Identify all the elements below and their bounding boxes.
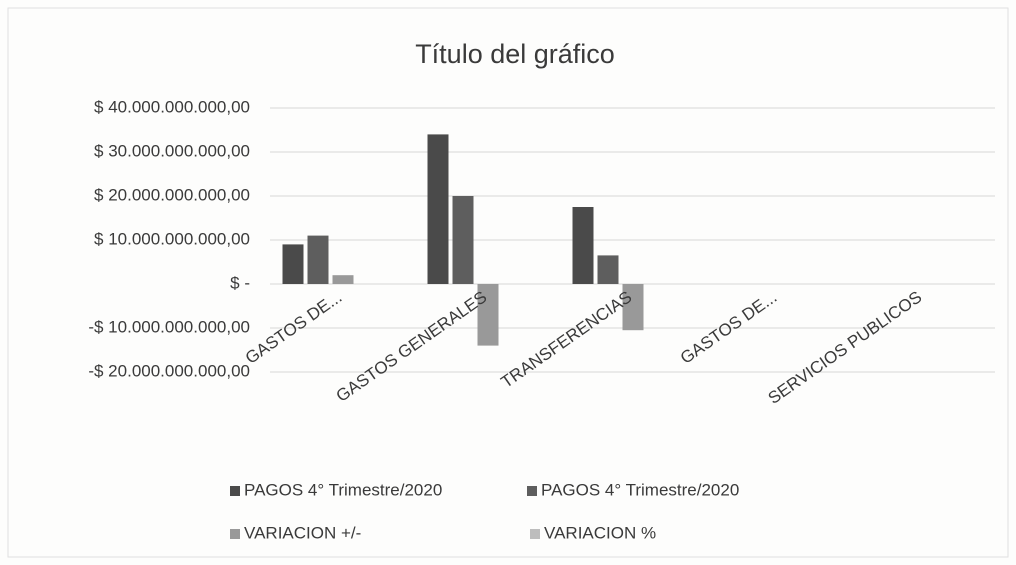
- y-tick-label: $ 30.000.000.000,00: [94, 141, 250, 160]
- y-tick-label: $ 10.000.000.000,00: [94, 229, 250, 248]
- legend-label: PAGOS 4° Trimestre/2020: [541, 480, 739, 499]
- y-tick-label: -$ 10.000.000.000,00: [88, 317, 250, 336]
- bar: [427, 134, 449, 284]
- bar: [452, 196, 474, 284]
- legend-label: VARIACION +/-: [244, 523, 361, 542]
- legend-swatch: [230, 529, 240, 539]
- y-tick-label: $ -: [230, 273, 250, 292]
- chart-title: Título del gráfico: [415, 39, 615, 69]
- legend-swatch: [530, 529, 540, 539]
- bar: [622, 284, 644, 331]
- legend-label: PAGOS 4° Trimestre/2020: [244, 480, 442, 499]
- legend-label: VARIACION %: [544, 523, 656, 542]
- legend-swatch: [230, 486, 240, 496]
- bar: [477, 284, 499, 346]
- bar: [282, 244, 304, 284]
- bar: [332, 275, 354, 284]
- bar: [597, 255, 619, 284]
- y-tick-label: $ 40.000.000.000,00: [94, 97, 250, 116]
- legend-swatch: [527, 486, 537, 496]
- bar: [572, 207, 594, 284]
- y-tick-label: -$ 20.000.000.000,00: [88, 361, 250, 380]
- bar: [307, 235, 329, 284]
- y-tick-label: $ 20.000.000.000,00: [94, 185, 250, 204]
- chart-frame: [7, 7, 1009, 558]
